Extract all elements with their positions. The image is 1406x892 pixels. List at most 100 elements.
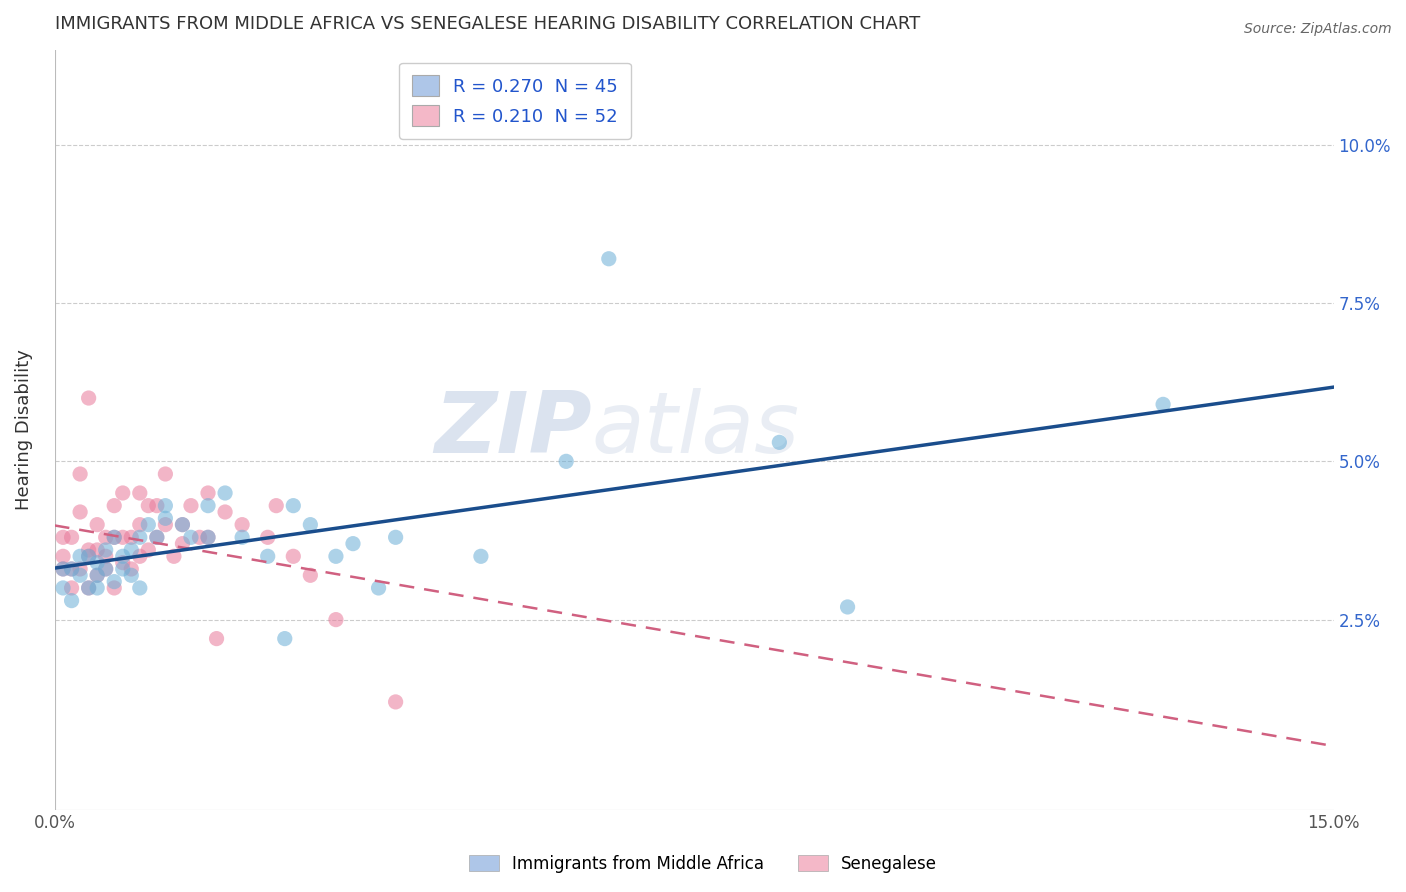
Point xyxy=(60,530,83,544)
Point xyxy=(52,581,75,595)
Point xyxy=(77,581,100,595)
Point xyxy=(103,581,125,595)
Point xyxy=(555,454,578,468)
Legend: Immigrants from Middle Africa, Senegalese: Immigrants from Middle Africa, Senegales… xyxy=(463,848,943,880)
Point xyxy=(1152,397,1174,411)
Point xyxy=(86,517,108,532)
Point xyxy=(197,499,219,513)
Point xyxy=(172,517,194,532)
Point xyxy=(205,632,228,646)
Point xyxy=(197,530,219,544)
Point xyxy=(69,562,91,576)
Point xyxy=(94,549,117,564)
Point xyxy=(111,549,134,564)
Point xyxy=(69,467,91,481)
Point xyxy=(136,499,159,513)
Point xyxy=(214,486,236,500)
Point xyxy=(77,581,100,595)
Point xyxy=(274,632,297,646)
Point xyxy=(60,562,83,576)
Point xyxy=(214,505,236,519)
Point xyxy=(77,543,100,558)
Point xyxy=(163,549,186,564)
Point xyxy=(120,543,142,558)
Point xyxy=(60,562,83,576)
Point xyxy=(188,530,211,544)
Point xyxy=(94,562,117,576)
Point xyxy=(598,252,620,266)
Point xyxy=(103,530,125,544)
Point xyxy=(60,593,83,607)
Legend: R = 0.270  N = 45, R = 0.210  N = 52: R = 0.270 N = 45, R = 0.210 N = 52 xyxy=(399,62,631,138)
Point xyxy=(264,499,287,513)
Point xyxy=(128,581,150,595)
Point xyxy=(86,543,108,558)
Point xyxy=(256,530,278,544)
Point xyxy=(94,543,117,558)
Point xyxy=(77,391,100,405)
Point xyxy=(367,581,389,595)
Text: IMMIGRANTS FROM MIDDLE AFRICA VS SENEGALESE HEARING DISABILITY CORRELATION CHART: IMMIGRANTS FROM MIDDLE AFRICA VS SENEGAL… xyxy=(55,15,920,33)
Point xyxy=(128,517,150,532)
Point xyxy=(77,549,100,564)
Text: atlas: atlas xyxy=(592,388,800,471)
Point xyxy=(111,486,134,500)
Point xyxy=(283,549,305,564)
Point xyxy=(69,568,91,582)
Point xyxy=(231,517,253,532)
Point xyxy=(52,562,75,576)
Point xyxy=(77,549,100,564)
Point xyxy=(86,556,108,570)
Point xyxy=(103,574,125,589)
Point xyxy=(52,530,75,544)
Point xyxy=(197,486,219,500)
Point xyxy=(197,530,219,544)
Point xyxy=(172,536,194,550)
Point xyxy=(128,486,150,500)
Point xyxy=(60,581,83,595)
Point xyxy=(155,467,177,481)
Point xyxy=(94,562,117,576)
Point xyxy=(111,562,134,576)
Point xyxy=(136,517,159,532)
Point xyxy=(299,517,322,532)
Point xyxy=(231,530,253,544)
Point xyxy=(103,530,125,544)
Point xyxy=(155,499,177,513)
Point xyxy=(180,499,202,513)
Point xyxy=(146,530,169,544)
Point xyxy=(155,511,177,525)
Point xyxy=(120,530,142,544)
Point xyxy=(299,568,322,582)
Text: Source: ZipAtlas.com: Source: ZipAtlas.com xyxy=(1244,22,1392,37)
Point xyxy=(111,530,134,544)
Point xyxy=(342,536,364,550)
Point xyxy=(172,517,194,532)
Point xyxy=(103,499,125,513)
Point xyxy=(155,517,177,532)
Point xyxy=(384,695,406,709)
Y-axis label: Hearing Disability: Hearing Disability xyxy=(15,350,32,510)
Point xyxy=(128,530,150,544)
Point xyxy=(470,549,492,564)
Point xyxy=(768,435,790,450)
Point xyxy=(256,549,278,564)
Point xyxy=(146,530,169,544)
Point xyxy=(325,549,347,564)
Point xyxy=(94,530,117,544)
Point xyxy=(52,562,75,576)
Point xyxy=(69,549,91,564)
Point xyxy=(384,530,406,544)
Point xyxy=(120,568,142,582)
Point xyxy=(146,499,169,513)
Point xyxy=(837,599,859,614)
Text: ZIP: ZIP xyxy=(434,388,592,471)
Point xyxy=(86,581,108,595)
Point xyxy=(86,568,108,582)
Point xyxy=(128,549,150,564)
Point xyxy=(325,613,347,627)
Point xyxy=(111,556,134,570)
Point xyxy=(136,543,159,558)
Point xyxy=(52,549,75,564)
Point xyxy=(283,499,305,513)
